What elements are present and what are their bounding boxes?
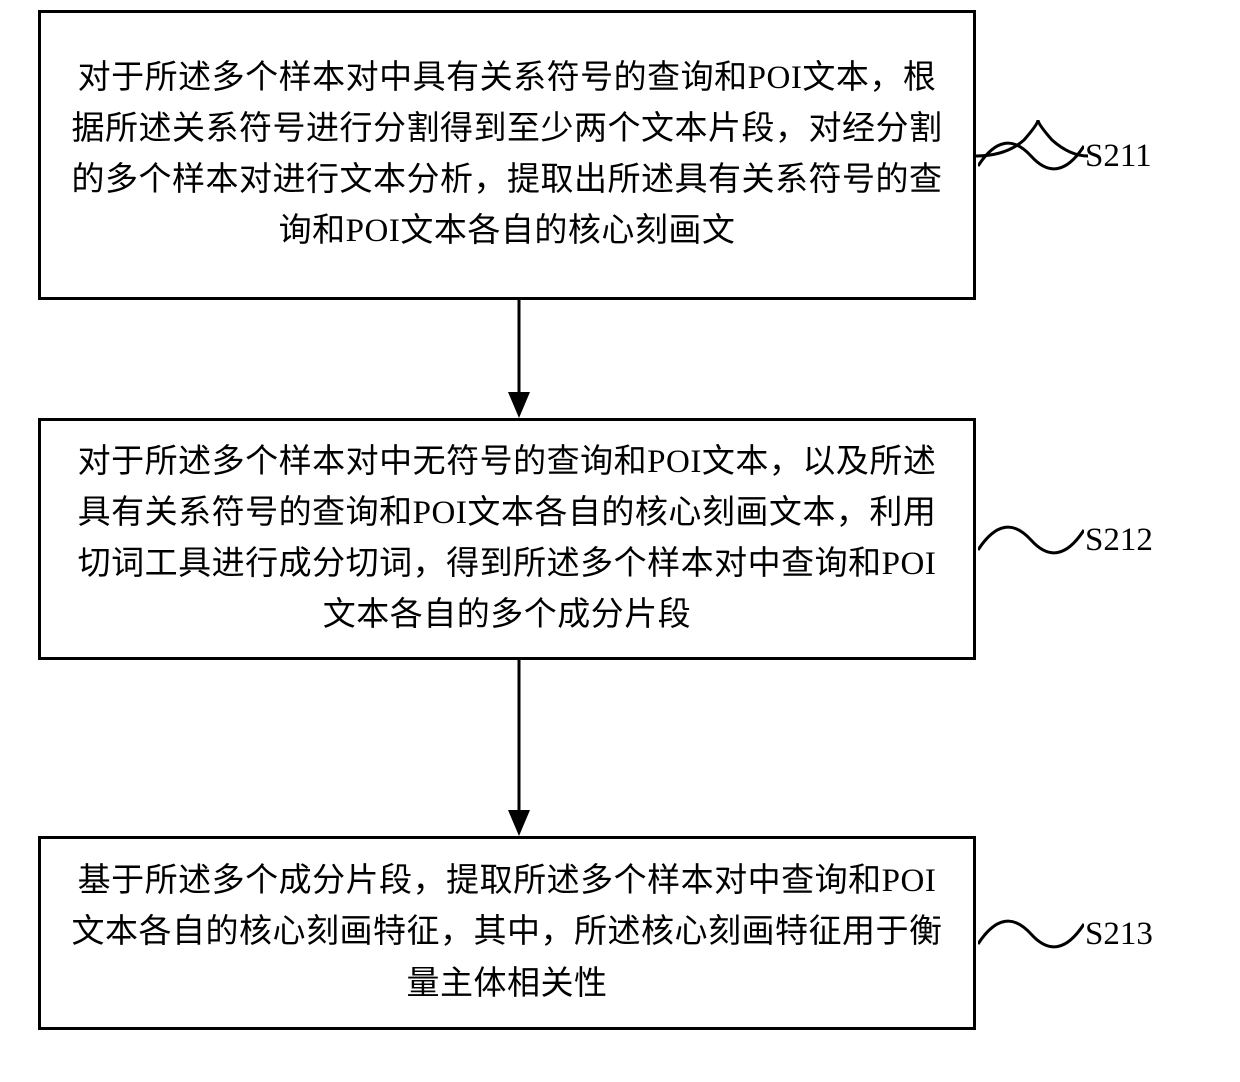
step-label-s211: S211: [1085, 138, 1152, 175]
tilde-s211: [978, 134, 1084, 178]
flow-step-text: 对于所述多个样本对中具有关系符号的查询和POI文本，根据所述关系符号进行分割得到…: [69, 53, 945, 258]
connector-s212-s213: [507, 660, 531, 836]
flow-step-text: 对于所述多个样本对中无符号的查询和POI文本，以及所述具有关系符号的查询和POI…: [69, 437, 945, 642]
flow-step-s211: 对于所述多个样本对中具有关系符号的查询和POI文本，根据所述关系符号进行分割得到…: [38, 10, 976, 300]
bracket-curve-s211: [976, 118, 1086, 194]
bracket-s211: [976, 120, 1088, 192]
flow-step-s213: 基于所述多个成分片段，提取所述多个样本对中查询和POI文本各自的核心刻画特征，其…: [38, 836, 976, 1030]
step-label-s213: S213: [1085, 916, 1153, 953]
step-label-s212: S212: [1085, 522, 1153, 559]
tilde-s213: [978, 912, 1084, 956]
connector-s211-s212: [507, 300, 531, 418]
tilde-s212: [978, 518, 1084, 562]
flow-step-s212: 对于所述多个样本对中无符号的查询和POI文本，以及所述具有关系符号的查询和POI…: [38, 418, 976, 660]
flow-step-text: 基于所述多个成分片段，提取所述多个样本对中查询和POI文本各自的核心刻画特征，其…: [69, 856, 945, 1009]
